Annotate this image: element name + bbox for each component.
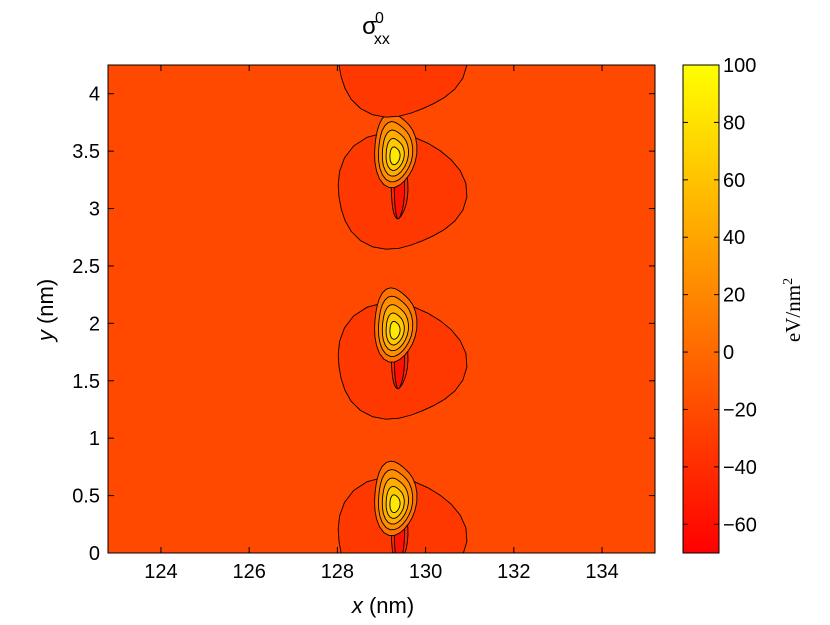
x-tick-label: 128 (321, 561, 354, 583)
plot-area: 124 126 128 130 132 134 0 0.5 1 1.5 2 2.5 3 3.5 4 (72, 64, 656, 583)
y-axis-ticks: 0 0.5 1 1.5 2 2.5 3 3.5 4 (72, 84, 655, 565)
colorbar-unit: eV/nm (781, 285, 805, 342)
colorbar-tick-label: 100 (723, 55, 756, 77)
colorbar: −60 −40 −20 0 20 40 60 80 100 eV/nm2 (682, 55, 805, 554)
x-axis-ticks: 124 126 128 130 132 134 (144, 65, 619, 583)
chart-title: σ0 xx (362, 10, 390, 48)
contour-feature-7 (338, 65, 468, 118)
y-tick-label: 3.5 (72, 141, 100, 163)
y-tick-label: 2.5 (72, 256, 100, 278)
y-tick-label: 4 (89, 84, 100, 106)
colorbar-ticks: −60 −40 −20 0 20 40 60 80 100 (683, 55, 757, 536)
colorbar-tick-label: 60 (723, 170, 745, 192)
x-tick-label: 132 (497, 561, 530, 583)
y-tick-label: 1.5 (72, 371, 100, 393)
colorbar-label: eV/nm2 (781, 278, 805, 342)
colorbar-unit-superscript: 2 (781, 278, 796, 285)
colorbar-tick-label: −60 (723, 514, 757, 536)
y-axis-unit: (nm) (33, 279, 58, 330)
contour-level-5 (389, 494, 401, 514)
contour-feature-4 (374, 287, 418, 363)
x-axis-unit: (nm) (363, 593, 414, 618)
x-tick-label: 126 (232, 561, 265, 583)
x-tick-label: 134 (585, 561, 618, 583)
colorbar-tick-label: 20 (723, 285, 745, 307)
x-axis-label: x (nm) (351, 593, 414, 618)
title-superscript: 0 (375, 10, 384, 27)
colorbar-tick-label: −40 (723, 457, 757, 479)
y-tick-label: 0.5 (72, 486, 100, 508)
y-axis-label: y (nm) (33, 279, 58, 343)
colorbar-tick-label: 0 (723, 342, 734, 364)
colorbar-gradient (682, 64, 720, 554)
x-tick-label: 124 (144, 561, 177, 583)
y-tick-label: 0 (89, 543, 100, 565)
contour-level-5 (389, 146, 401, 166)
colorbar-tick-label: −20 (723, 399, 757, 421)
contour-regions (337, 65, 468, 553)
x-tick-label: 130 (409, 561, 442, 583)
colorbar-tick-label: 40 (723, 227, 745, 249)
plot-frame (107, 64, 656, 554)
y-tick-label: 1 (89, 428, 100, 450)
y-tick-label: 3 (89, 199, 100, 221)
contour-feature-2 (374, 460, 418, 536)
contour-feature-6 (374, 112, 418, 189)
y-tick-label: 2 (89, 313, 100, 335)
x-axis-var: x (351, 593, 364, 618)
title-base: σ (362, 13, 377, 40)
contour-level-1 (338, 65, 468, 118)
colorbar-tick-label: 80 (723, 112, 745, 134)
y-axis-var: y (33, 328, 58, 343)
title-subscript: xx (374, 31, 390, 48)
contour-level-5 (389, 320, 401, 340)
